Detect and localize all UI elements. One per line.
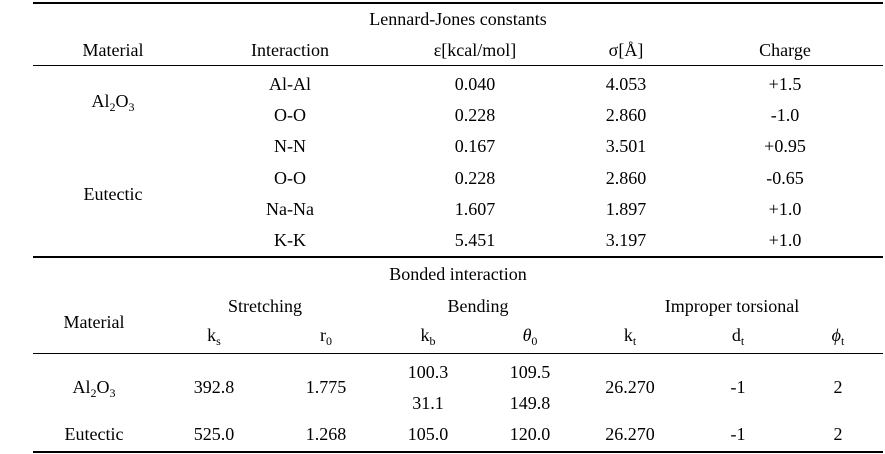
header-ks: ks (207, 325, 221, 348)
eutectic-kb: 105.0 (407, 424, 449, 444)
eutectic-kt: 26.270 (605, 424, 655, 444)
al2o3-ks: 392.8 (193, 377, 235, 397)
eutectic-ks: 525.0 (193, 424, 235, 444)
lj-header-rule (33, 65, 883, 66)
material-eutectic: Eutectic (83, 184, 143, 204)
lj-row-6-interaction: K-K (274, 230, 306, 250)
lj-row-5-epsilon: 1.607 (454, 199, 496, 219)
bonded-material-eutectic: Eutectic (64, 424, 124, 444)
bonded-title: Bonded interaction (389, 264, 527, 284)
eutectic-theta: 120.0 (509, 424, 551, 444)
al2o3-kb-1: 100.3 (407, 362, 449, 382)
lj-row-6-charge: +1.0 (768, 230, 802, 250)
al2o3-theta-1: 109.5 (509, 362, 551, 382)
lj-row-3-interaction: N-N (274, 136, 306, 156)
header-dt: dt (731, 325, 745, 348)
header-material: Material (82, 40, 144, 60)
lj-row-4-epsilon: 0.228 (454, 168, 496, 188)
lj-row-4-interaction: O-O (274, 168, 306, 188)
header-bending: Bending (447, 296, 509, 316)
al2o3-theta-2: 149.8 (509, 393, 551, 413)
header-charge: Charge (759, 40, 811, 60)
top-rule (33, 2, 883, 4)
al2o3-dt: -1 (730, 377, 746, 397)
al2o3-kt: 26.270 (605, 377, 655, 397)
eutectic-dt: -1 (730, 424, 746, 444)
header-sigma: σ[Å] (608, 40, 644, 60)
lj-row-3-charge: +0.95 (764, 136, 806, 156)
lj-row-5-sigma: 1.897 (605, 199, 647, 219)
header-improper-torsional: Improper torsional (664, 296, 800, 316)
header-r0: r0 (320, 325, 332, 348)
lj-row-1-interaction: Al-Al (269, 74, 311, 94)
lj-row-1-epsilon: 0.040 (454, 74, 496, 94)
header-stretching: Stretching (228, 296, 302, 316)
lj-row-2-sigma: 2.860 (605, 105, 647, 125)
lj-row-2-interaction: O-O (274, 105, 306, 125)
lj-row-4-sigma: 2.860 (605, 168, 647, 188)
lj-row-6-sigma: 3.197 (605, 230, 647, 250)
bonded-material-al2o3: Al2O3 (72, 377, 116, 400)
header-kb: kb (420, 325, 436, 348)
lj-row-3-epsilon: 0.167 (454, 136, 496, 156)
lj-row-4-charge: -0.65 (766, 168, 804, 188)
lj-row-5-interaction: Na-Na (266, 199, 314, 219)
header-theta0: θ0 (522, 325, 538, 348)
lj-row-2-charge: -1.0 (770, 105, 800, 125)
lj-row-1-charge: +1.5 (768, 74, 802, 94)
section-divider-rule (33, 256, 883, 258)
bonded-header-rule (33, 353, 883, 354)
header-phit: ϕt (831, 325, 845, 348)
lj-title: Lennard-Jones constants (369, 9, 547, 29)
lj-row-5-charge: +1.0 (768, 199, 802, 219)
lj-row-3-sigma: 3.501 (605, 136, 647, 156)
al2o3-r0: 1.775 (305, 377, 347, 397)
eutectic-r0: 1.268 (305, 424, 347, 444)
bonded-header-material: Material (63, 312, 125, 332)
bottom-rule (33, 451, 883, 453)
material-al2o3: Al2O3 (91, 91, 135, 114)
eutectic-phi: 2 (833, 424, 843, 444)
lj-row-6-epsilon: 5.451 (454, 230, 496, 250)
header-interaction: Interaction (251, 40, 329, 60)
header-epsilon: ε[kcal/mol] (433, 40, 517, 60)
lj-row-1-sigma: 4.053 (605, 74, 647, 94)
header-kt: kt (623, 325, 637, 348)
al2o3-phi: 2 (833, 377, 843, 397)
al2o3-kb-2: 31.1 (412, 393, 444, 413)
lj-row-2-epsilon: 0.228 (454, 105, 496, 125)
